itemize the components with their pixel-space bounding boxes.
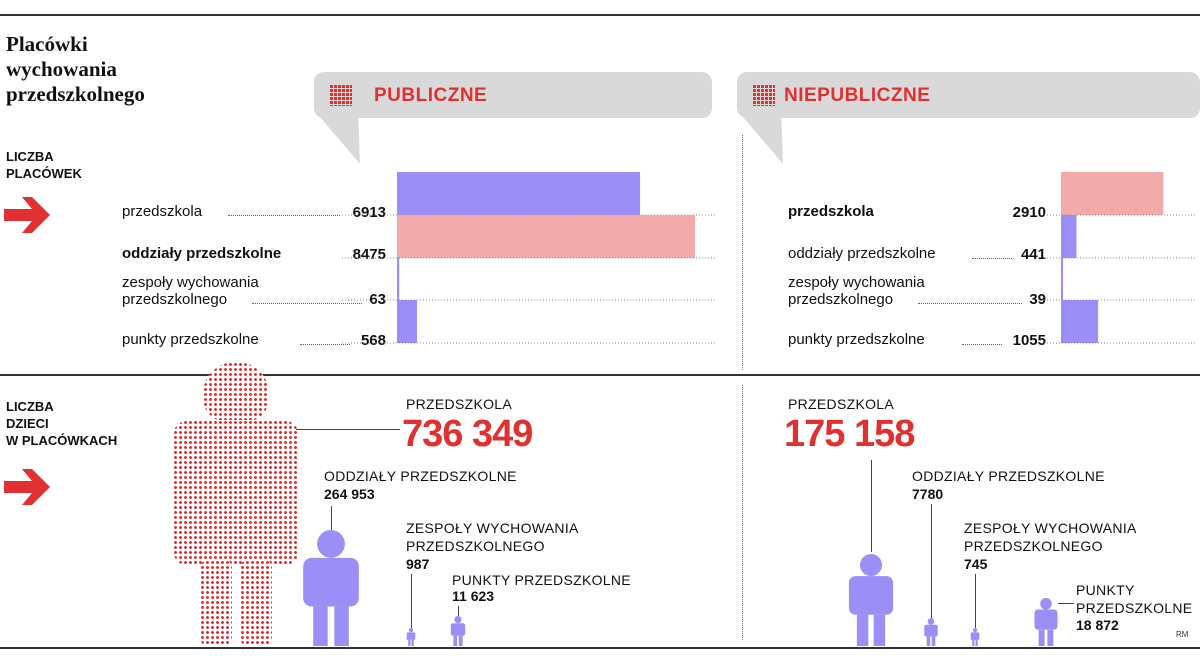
person-icon <box>970 628 980 646</box>
arrow-right-icon <box>4 469 50 505</box>
page-title: Placówki wychowania przedszkolnego <box>6 32 145 106</box>
public-row-value: 568 <box>360 332 386 349</box>
person-icon <box>1034 598 1058 646</box>
nonpublic-punkty-value: 18 872 <box>1076 617 1119 633</box>
leader-dots <box>918 303 1022 304</box>
arrow-right-icon <box>4 197 50 233</box>
leader-dots <box>962 344 1002 345</box>
nonpublic-bar <box>1061 257 1063 300</box>
credit: RM <box>1176 630 1189 639</box>
facilities-bar-chart <box>342 172 1196 344</box>
nonpublic-oddzialy-label: ODDZIAŁY PRZEDSZKOLNE <box>912 468 1105 484</box>
nonpublic-bar <box>1061 215 1077 258</box>
public-przedszkola-value: 736 349 <box>402 413 533 455</box>
public-zespoly-value: 987 <box>406 556 430 572</box>
public-bar <box>397 215 695 258</box>
nonpublic-row-label: oddziały przedszkolne <box>788 245 936 262</box>
connector-line <box>296 429 400 430</box>
connector-line <box>975 574 976 628</box>
public-oddzialy-label: ODDZIAŁY PRZEDSZKOLNE <box>324 468 517 484</box>
public-bubble-label: PUBLICZNE <box>374 85 488 106</box>
public-row-label: oddziały przedszkolne <box>122 245 282 262</box>
connector-line <box>411 574 412 628</box>
bottom-rule <box>0 647 1200 649</box>
public-bar <box>397 257 400 300</box>
person-big-leg <box>200 560 232 646</box>
leader-dots <box>300 344 350 345</box>
nonpublic-bubble-tail <box>737 110 783 164</box>
leader-dots <box>228 215 340 216</box>
middle-rule <box>0 374 1200 376</box>
connector-line <box>458 606 459 616</box>
leader-dots <box>972 258 1012 259</box>
public-row-value: 6913 <box>352 204 386 221</box>
public-punkty-value: 11 623 <box>452 588 495 604</box>
public-row-label: punkty przedszkolne <box>122 331 259 348</box>
nonpublic-row-value: 441 <box>1020 246 1046 263</box>
nonpublic-bubble-label: NIEPUBLICZNE <box>784 85 931 106</box>
public-bubble-tail <box>314 110 360 164</box>
public-bar <box>397 300 417 343</box>
grid-icon <box>330 84 352 106</box>
public-przedszkola-label: PRZEDSZKOLA <box>406 396 512 412</box>
person-big-body <box>173 420 299 566</box>
column-divider-top <box>742 135 743 370</box>
nonpublic-bubble: NIEPUBLICZNE <box>737 72 1200 118</box>
person-icon <box>450 616 466 646</box>
connector-line <box>931 504 932 618</box>
person-icon <box>303 530 359 646</box>
top-rule <box>0 14 1200 16</box>
person-icon <box>406 628 416 646</box>
public-punkty-label: PUNKTY PRZEDSZKOLNE <box>452 572 631 588</box>
connector-line <box>871 460 872 552</box>
nonpublic-zespoly-label: ZESPOŁY WYCHOWANIA PRZEDSZKOLNEGO <box>964 520 1137 554</box>
nonpublic-row-value: 2910 <box>1012 204 1046 221</box>
nonpublic-bar <box>1061 300 1099 343</box>
connector-line <box>1058 603 1074 604</box>
public-row-label: zespoły wychowania przedszkolnego <box>122 274 259 308</box>
facilities-section-label: LICZBA PLACÓWEK <box>6 149 82 181</box>
nonpublic-row-label: przedszkola <box>788 203 874 220</box>
column-divider-bottom <box>742 385 743 640</box>
public-row-value: 63 <box>369 291 386 308</box>
public-bar <box>397 172 641 215</box>
person-icon <box>848 554 894 646</box>
nonpublic-oddzialy-value: 7780 <box>912 486 944 502</box>
nonpublic-zespoly-value: 745 <box>964 556 988 572</box>
leader-dots <box>252 303 362 304</box>
grid-icon <box>753 84 775 106</box>
nonpublic-row-value: 1055 <box>1012 332 1046 349</box>
public-row-label: przedszkola <box>122 203 203 220</box>
person-icon <box>924 618 938 646</box>
nonpublic-row-label: punkty przedszkolne <box>788 331 925 348</box>
nonpublic-row-label: zespoły wychowania przedszkolnego <box>788 274 925 308</box>
public-oddzialy-value: 264 953 <box>324 486 375 502</box>
nonpublic-przedszkola-label: PRZEDSZKOLA <box>788 396 894 412</box>
nonpublic-bar <box>1061 172 1164 215</box>
public-row-value: 8475 <box>352 246 386 263</box>
person-big-head <box>203 362 269 422</box>
connector-line <box>331 506 332 530</box>
children-section-label: LICZBA DZIECI W PLACÓWKACH <box>6 399 118 448</box>
person-big-leg <box>240 560 272 646</box>
nonpublic-punkty-label: PUNKTY PRZEDSZKOLNE <box>1076 582 1193 616</box>
nonpublic-przedszkola-value: 175 158 <box>784 413 915 455</box>
public-bubble: PUBLICZNE <box>314 72 712 118</box>
public-zespoly-label: ZESPOŁY WYCHOWANIA PRZEDSZKOLNEGO <box>406 520 579 554</box>
nonpublic-row-value: 39 <box>1029 291 1046 308</box>
